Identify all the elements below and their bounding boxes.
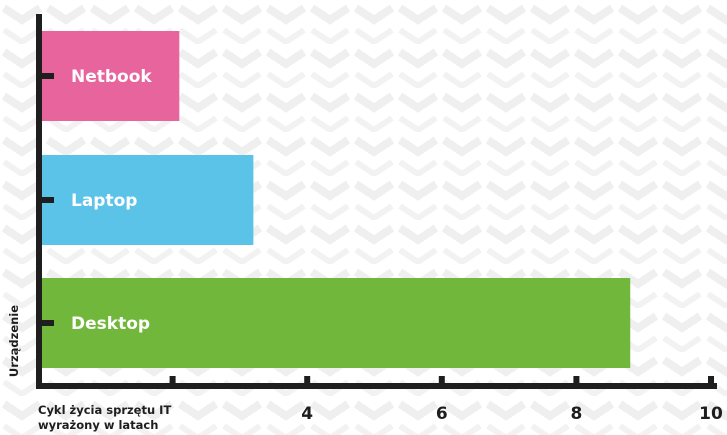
x-tick-10	[708, 376, 714, 386]
y-tick-laptop	[38, 197, 54, 203]
x-axis-title-line-1: Cykl życia sprzętu IT	[38, 403, 171, 417]
x-axis-line	[36, 383, 717, 389]
x-axis-title-line-2: wyrażony w latach	[38, 418, 158, 432]
bar-label-netbook: Netbook	[71, 67, 152, 87]
bar-label-desktop: Desktop	[71, 314, 150, 334]
y-axis-title: Urządzenie	[7, 305, 21, 377]
x-tick-4	[304, 376, 311, 386]
x-tick-8	[573, 376, 580, 386]
y-axis-line	[36, 14, 42, 389]
x-tick-6	[438, 376, 445, 386]
x-tick-label-10: 10	[699, 404, 723, 424]
x-tick-2	[169, 376, 176, 386]
y-tick-desktop	[38, 320, 54, 326]
x-tick-label-4: 4	[301, 404, 313, 424]
bar-label-laptop: Laptop	[71, 191, 137, 211]
x-tick-label-6: 6	[436, 404, 448, 424]
bar-desktop	[42, 278, 631, 368]
bar-netbook	[42, 31, 180, 121]
y-tick-netbook	[38, 73, 54, 79]
bar-laptop	[42, 155, 254, 245]
x-tick-label-8: 8	[570, 404, 582, 424]
